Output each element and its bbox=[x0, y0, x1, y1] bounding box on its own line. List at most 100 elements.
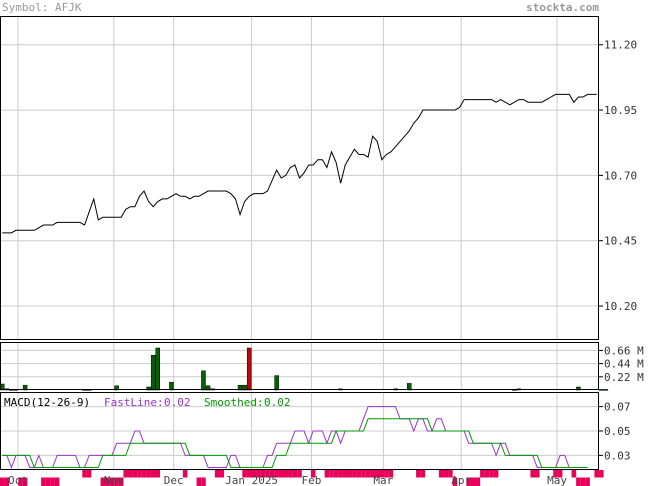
macd-histogram-bar bbox=[329, 470, 334, 478]
macd-histogram-bar bbox=[576, 477, 581, 486]
macd-histogram-bar bbox=[105, 477, 110, 486]
month-label: Apr bbox=[451, 474, 471, 486]
volume-bar bbox=[155, 347, 161, 391]
macd-histogram-bar bbox=[466, 477, 471, 486]
macd-histogram-bar bbox=[352, 470, 357, 478]
price-tick-label: 10.95 bbox=[604, 104, 637, 117]
macd-histogram-bar bbox=[384, 470, 389, 478]
macd-smoothed-line bbox=[2, 418, 588, 469]
macd-histogram-bar bbox=[196, 477, 202, 486]
macd-histogram-bar bbox=[86, 470, 92, 478]
macd-histogram-bar bbox=[288, 470, 293, 478]
macd-histogram-bar bbox=[82, 470, 87, 478]
macd-histogram-bar bbox=[489, 470, 494, 478]
macd-histogram-bar bbox=[201, 477, 206, 486]
macd-histogram-bar bbox=[557, 470, 563, 478]
macd-histogram-bar bbox=[146, 470, 151, 478]
macd-histogram-bar bbox=[438, 470, 444, 478]
macd-histogram-bar bbox=[347, 470, 353, 478]
price-panel-frame bbox=[0, 16, 599, 340]
price-tick-label: 10.45 bbox=[604, 235, 637, 248]
macd-histogram-bar bbox=[553, 470, 558, 478]
macd-histogram-bar bbox=[182, 470, 188, 478]
macd-histogram-bar bbox=[480, 470, 485, 478]
macd-histogram-bar bbox=[114, 477, 119, 486]
volume-bar bbox=[603, 389, 609, 391]
macd-histogram-bar bbox=[493, 470, 499, 478]
price-tick-label: 11.20 bbox=[604, 39, 637, 52]
macd-histogram-bar bbox=[443, 470, 449, 478]
site-label[interactable]: stockta.com bbox=[526, 1, 599, 14]
macd-histogram-bar bbox=[283, 470, 289, 478]
macd-histogram-bar bbox=[338, 470, 343, 478]
macd-histogram-bar bbox=[265, 470, 270, 478]
price-tick-label: 10.20 bbox=[604, 300, 637, 313]
macd-histogram-bar bbox=[420, 470, 426, 478]
price-tick-label: 10.70 bbox=[604, 169, 637, 182]
volume-bar bbox=[599, 389, 604, 391]
price-line bbox=[2, 93, 597, 234]
macd-histogram-bar bbox=[534, 470, 540, 478]
macd-histogram-bar bbox=[150, 470, 156, 478]
volume-tick-label: 0.66 M bbox=[604, 344, 644, 357]
macd-histogram-bar bbox=[260, 470, 266, 478]
volume-panel-frame bbox=[0, 342, 599, 390]
volume-tick-label: 0.44 M bbox=[604, 358, 644, 371]
macd-histogram-bar bbox=[155, 470, 161, 478]
macd-histogram-bar bbox=[246, 470, 252, 478]
macd-histogram-bar bbox=[585, 477, 590, 486]
macd-histogram-bar bbox=[123, 470, 129, 478]
fastline-value: 0.02 bbox=[164, 396, 191, 409]
volume-bar bbox=[246, 347, 252, 391]
macd-histogram-bar bbox=[0, 477, 5, 486]
macd-histogram-bar bbox=[274, 470, 279, 478]
volume-tick-label: 0.22 M bbox=[604, 371, 644, 384]
smoothed-name: Smoothed: bbox=[204, 396, 264, 409]
macd-panel-frame bbox=[0, 392, 599, 470]
macd-histogram-bar bbox=[251, 470, 257, 478]
macd-histogram-bar bbox=[530, 470, 535, 478]
macd-histogram-bar bbox=[365, 470, 371, 478]
macd-title: MACD(12-26-9) bbox=[4, 396, 90, 409]
macd-histogram-bar bbox=[333, 470, 339, 478]
volume-bar bbox=[274, 375, 279, 391]
macd-histogram-bar bbox=[452, 477, 458, 486]
macd-histogram-bar bbox=[45, 477, 51, 486]
macd-histogram-bar bbox=[599, 470, 604, 478]
macd-histogram-bar bbox=[361, 470, 366, 478]
macd-histogram-bar bbox=[571, 470, 577, 478]
macd-histogram-bar bbox=[370, 470, 375, 478]
macd-histogram-bar bbox=[292, 470, 298, 478]
macd-histogram-bar bbox=[310, 470, 316, 478]
macd-histogram-bar bbox=[100, 477, 106, 486]
macd-histogram-bar bbox=[137, 470, 142, 478]
macd-histogram-bar bbox=[50, 477, 55, 486]
smoothed-value: 0.02 bbox=[264, 396, 291, 409]
macd-histogram-bar bbox=[388, 470, 394, 478]
macd-histogram-bar bbox=[594, 470, 599, 478]
macd-histogram-bar bbox=[342, 470, 348, 478]
month-label: Jan 2025 bbox=[225, 474, 278, 486]
macd-histogram-bar bbox=[214, 470, 220, 478]
macd-histogram-bar bbox=[475, 477, 481, 486]
macd-tick-label: 0.07 bbox=[604, 401, 631, 414]
macd-histogram-bar bbox=[416, 470, 421, 478]
macd-histogram-bar bbox=[324, 470, 330, 478]
volume-bar bbox=[169, 381, 174, 391]
macd-histogram-bar bbox=[580, 477, 586, 486]
macd-histogram-bar bbox=[18, 477, 23, 486]
macd-histogram-bar bbox=[128, 470, 133, 478]
macd-histogram-bar bbox=[41, 477, 46, 486]
macd-histogram-bar bbox=[297, 470, 302, 478]
macd-histogram-bar bbox=[256, 470, 261, 478]
month-label: Mar bbox=[373, 474, 393, 486]
volume-bar bbox=[150, 354, 156, 391]
macd-histogram-bar bbox=[448, 470, 453, 478]
macd-tick-label: 0.05 bbox=[604, 425, 631, 438]
macd-histogram-bar bbox=[141, 470, 147, 478]
macd-histogram-bar bbox=[4, 477, 10, 486]
macd-fastline-line bbox=[2, 406, 588, 469]
macd-tick-label: 0.03 bbox=[604, 449, 631, 462]
